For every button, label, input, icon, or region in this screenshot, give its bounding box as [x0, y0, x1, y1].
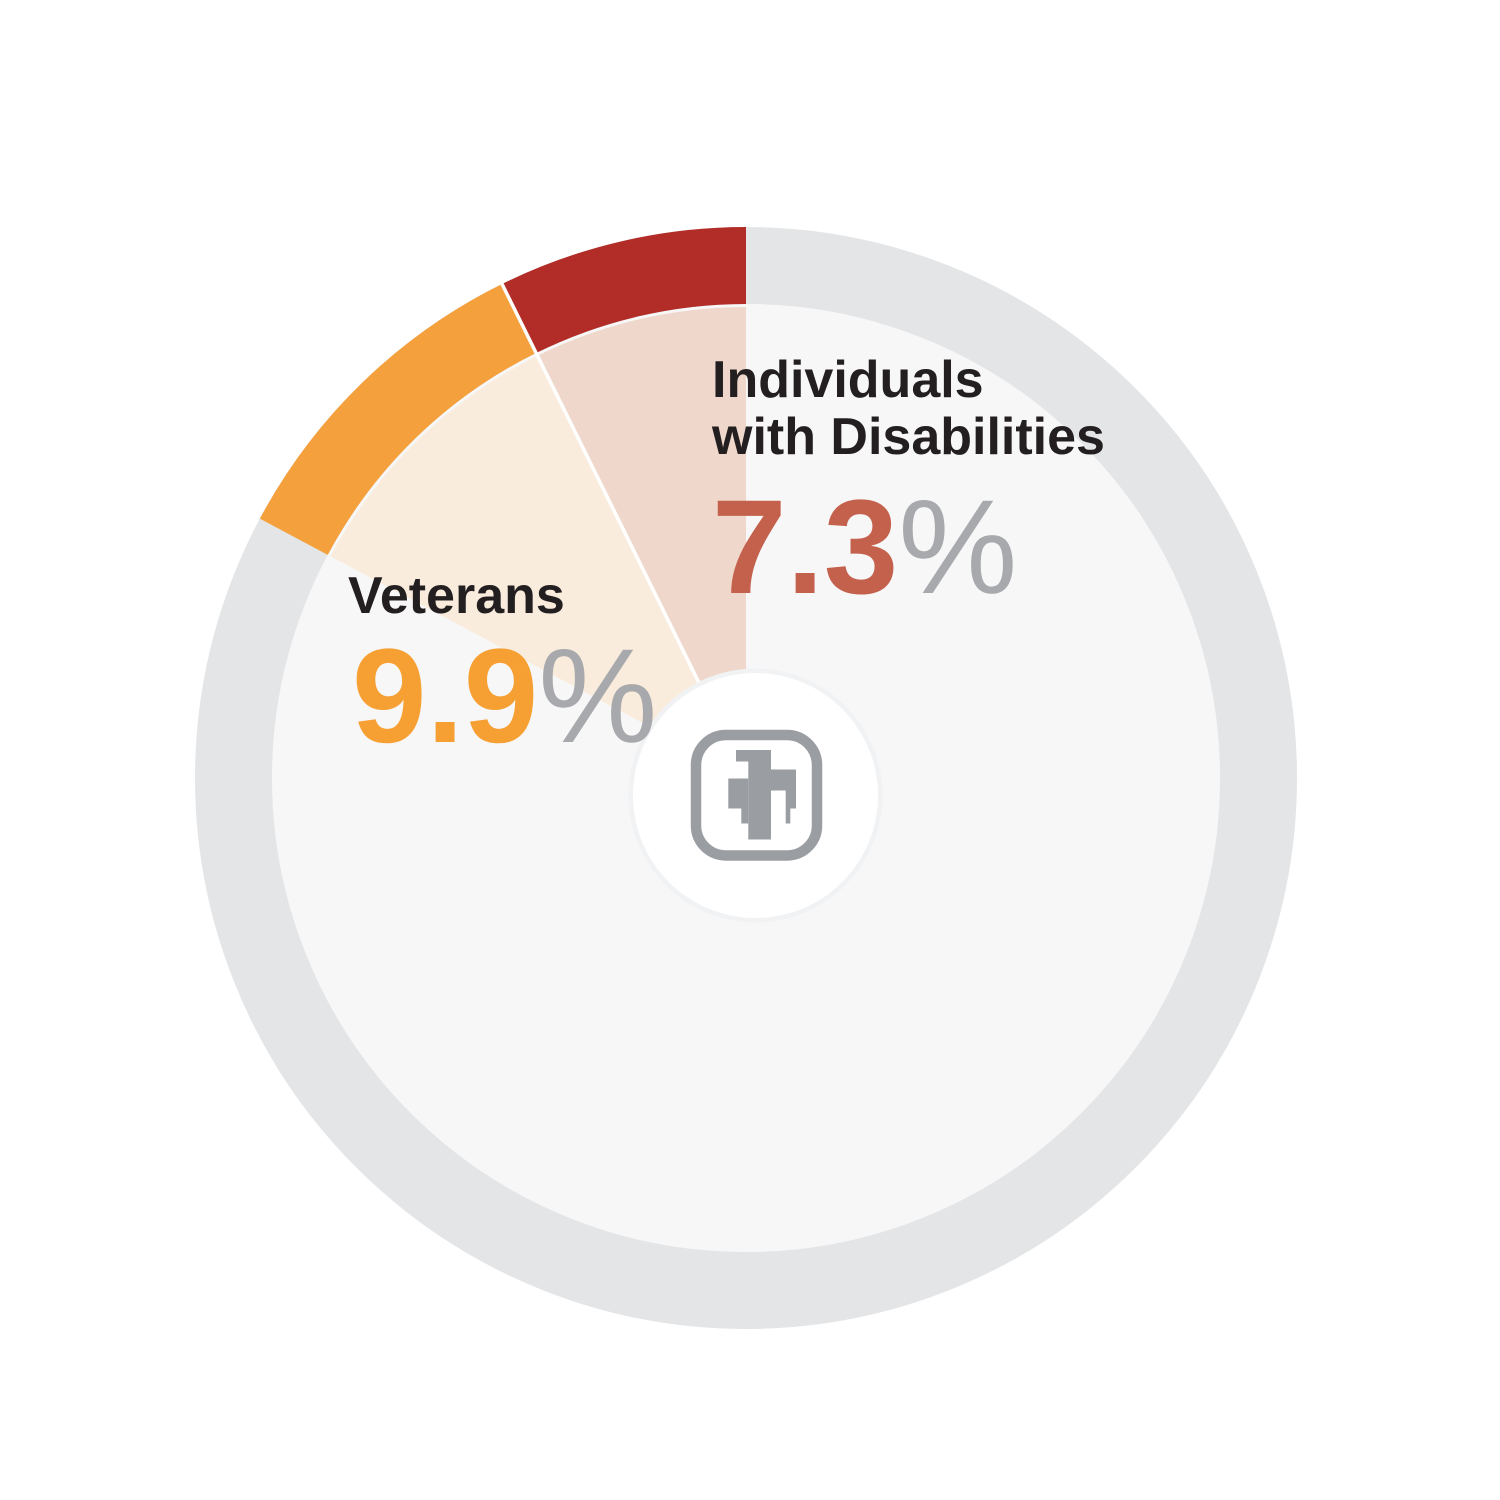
veterans-value: 9.9% [352, 630, 657, 764]
veterans-value-number: 9.9 [352, 622, 539, 771]
veterans-percent-sign: % [538, 622, 658, 771]
logo-shape [728, 778, 749, 809]
logo-shape [748, 750, 771, 840]
segment-arc-0 [502, 227, 747, 354]
segment-wedge-0 [537, 307, 746, 778]
segment-arc-1 [259, 283, 537, 556]
logo-shape [771, 769, 796, 791]
disabilities-label-line2: with Disabilities [712, 408, 1105, 466]
disabilities-value-number: 7.3 [712, 473, 899, 622]
logo-shape [741, 808, 749, 824]
disabilities-label-line1: Individuals [712, 351, 984, 409]
disabilities-label: Individuals with Disabilities [712, 352, 1105, 466]
logo-shape [785, 808, 791, 824]
logo-rounded-frame [690, 729, 823, 861]
logo-shape [785, 790, 796, 809]
disabilities-value: 7.3% [712, 481, 1017, 615]
disabilities-percent-sign: % [898, 473, 1018, 622]
donut-segments [259, 227, 748, 779]
veterans-label: Veterans [348, 567, 565, 625]
sandia-thunderbird-icon [690, 729, 823, 861]
segment-wedge-1 [330, 355, 746, 778]
